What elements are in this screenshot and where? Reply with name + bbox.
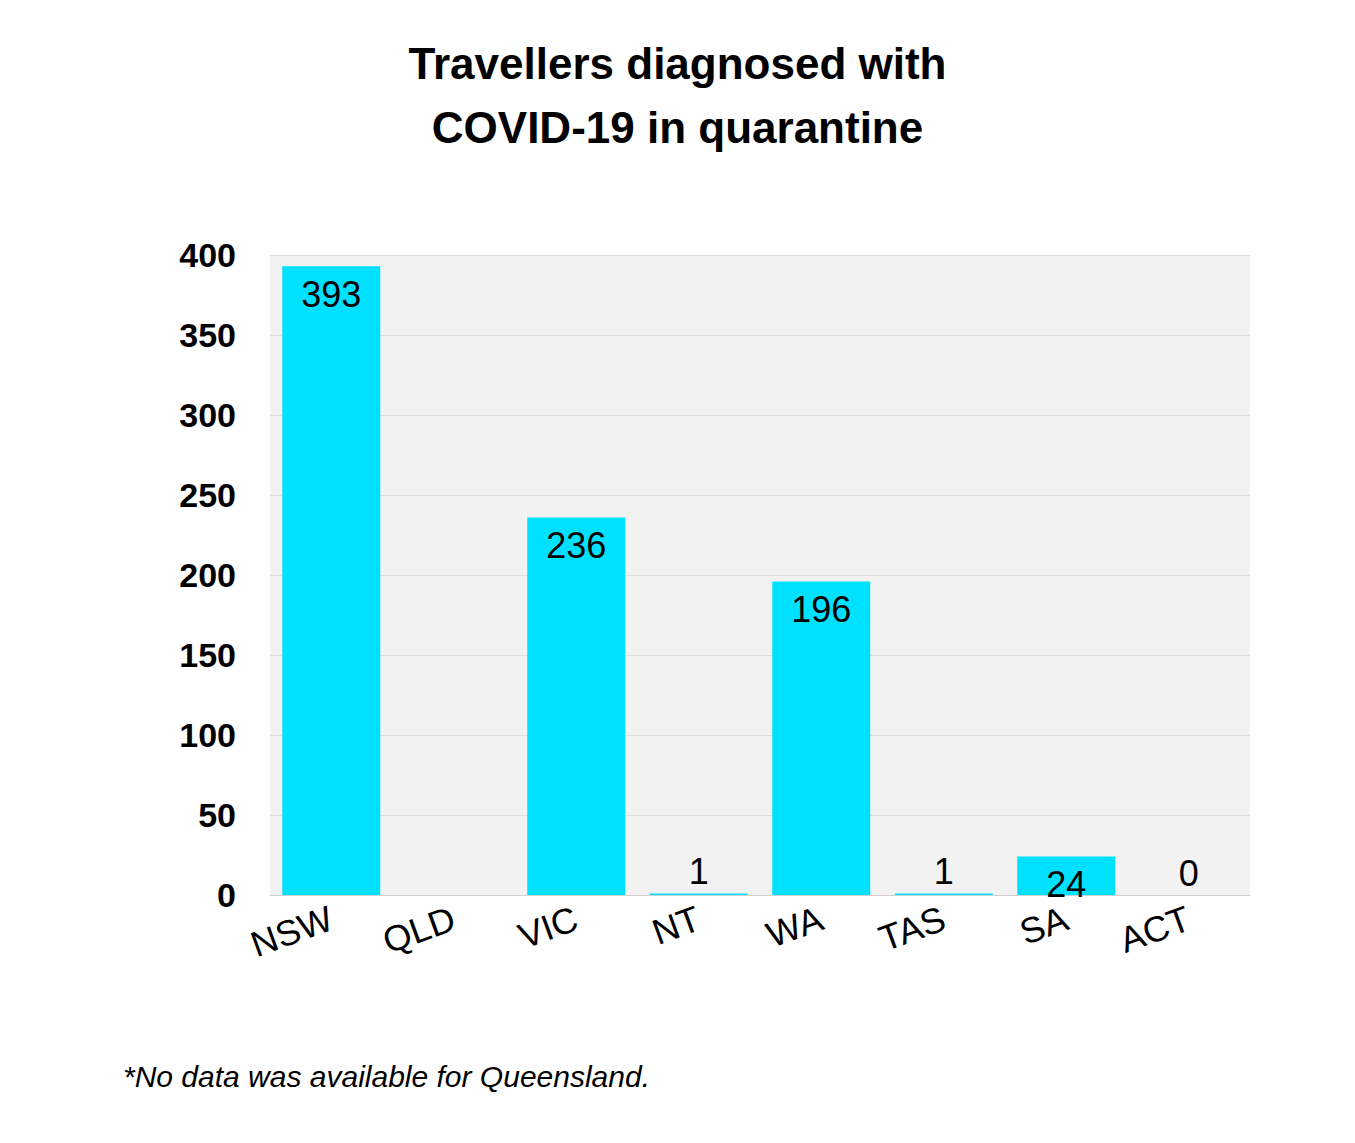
svg-text:24: 24 (1046, 864, 1086, 905)
svg-text:1: 1 (934, 851, 954, 892)
svg-text:393: 393 (301, 274, 361, 315)
svg-text:0: 0 (1179, 853, 1199, 894)
svg-text:NSW: NSW (245, 898, 338, 965)
svg-text:236: 236 (546, 525, 606, 566)
svg-text:NT: NT (647, 898, 706, 953)
svg-text:QLD: QLD (377, 898, 461, 962)
svg-text:Travellers diagnosed with: Travellers diagnosed with (409, 39, 947, 88)
svg-text:WA: WA (761, 898, 828, 956)
svg-text:TAS: TAS (873, 898, 950, 960)
svg-text:COVID-19 in quarantine: COVID-19 in quarantine (432, 103, 923, 152)
svg-text:350: 350 (179, 316, 236, 354)
svg-text:200: 200 (179, 556, 236, 594)
svg-text:100: 100 (179, 716, 236, 754)
svg-text:400: 400 (179, 236, 236, 274)
svg-text:0: 0 (217, 876, 236, 914)
svg-text:VIC: VIC (513, 898, 583, 957)
svg-text:250: 250 (179, 476, 236, 514)
svg-text:50: 50 (198, 796, 236, 834)
svg-text:196: 196 (791, 589, 851, 630)
svg-text:150: 150 (179, 636, 236, 674)
svg-text:SA: SA (1014, 898, 1073, 953)
svg-text:*No data was available for Que: *No data was available for Queensland. (123, 1060, 650, 1093)
svg-text:1: 1 (689, 851, 709, 892)
svg-text:300: 300 (179, 396, 236, 434)
svg-text:ACT: ACT (1114, 898, 1196, 961)
